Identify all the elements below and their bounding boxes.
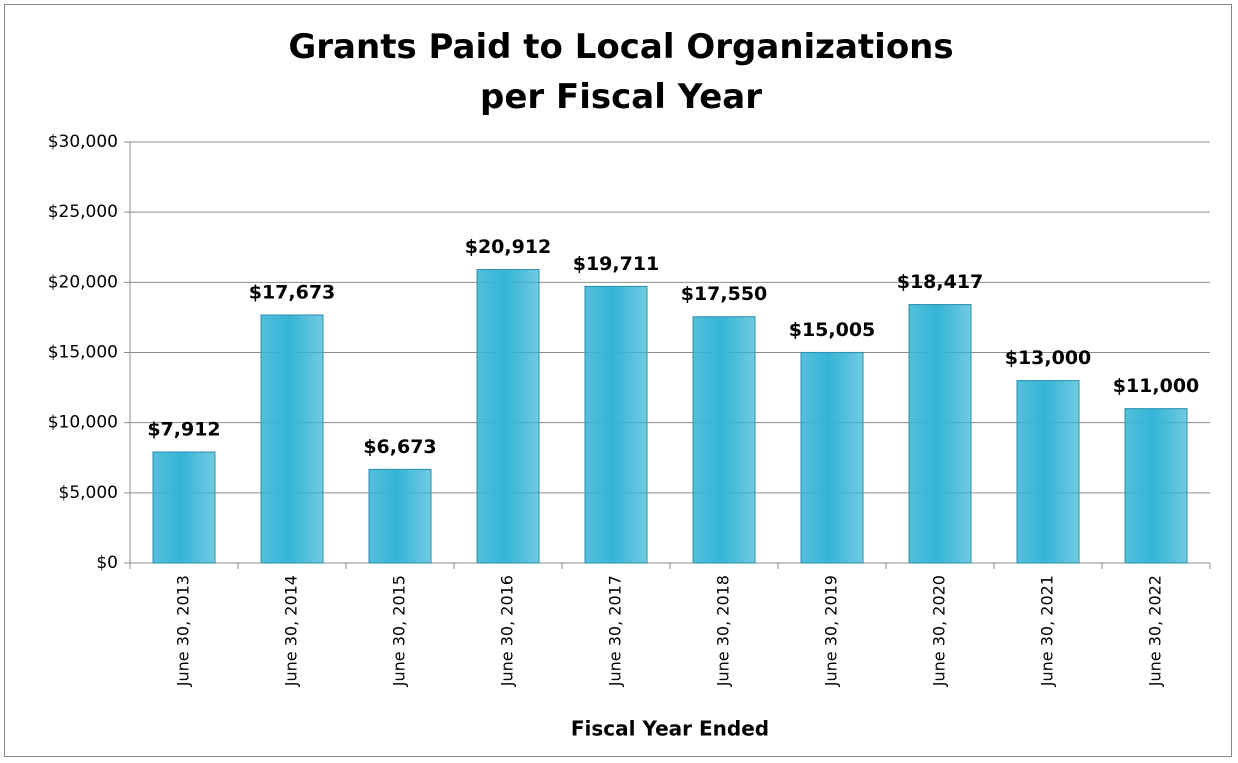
x-tick-label: June 30, 2020 bbox=[930, 575, 949, 687]
x-tick-label: June 30, 2017 bbox=[606, 575, 625, 687]
y-tick-label: $10,000 bbox=[48, 413, 118, 433]
x-tick-label: June 30, 2019 bbox=[822, 575, 841, 687]
x-axis-label: Fiscal Year Ended bbox=[571, 717, 769, 741]
data-label: $19,711 bbox=[573, 253, 660, 275]
bar bbox=[1124, 408, 1188, 564]
y-tick-label: $20,000 bbox=[48, 272, 118, 292]
chart-frame bbox=[4, 4, 1232, 757]
y-tick-label: $25,000 bbox=[48, 202, 118, 222]
x-tick-label: June 30, 2016 bbox=[498, 575, 517, 687]
y-tick-label: $0 bbox=[96, 553, 118, 573]
x-tick-label: June 30, 2013 bbox=[174, 575, 193, 687]
data-label: $7,912 bbox=[147, 418, 220, 440]
bar bbox=[1016, 380, 1080, 564]
x-tick-label: June 30, 2022 bbox=[1146, 575, 1165, 687]
y-tick-label: $5,000 bbox=[59, 483, 118, 503]
data-label: $18,417 bbox=[897, 271, 984, 293]
bar bbox=[692, 316, 756, 564]
bar bbox=[476, 269, 540, 564]
x-tick-label: June 30, 2015 bbox=[390, 575, 409, 687]
bar bbox=[260, 314, 324, 564]
bar bbox=[152, 451, 216, 564]
data-label: $17,550 bbox=[681, 283, 768, 305]
x-tick-label: June 30, 2014 bbox=[282, 575, 301, 687]
data-label: $20,912 bbox=[465, 236, 552, 258]
bar bbox=[800, 351, 864, 564]
bar bbox=[584, 285, 648, 564]
chart-title: Grants Paid to Local Organizations per F… bbox=[288, 27, 954, 117]
x-tick-label: June 30, 2021 bbox=[1038, 575, 1057, 687]
data-label: $15,005 bbox=[789, 319, 876, 341]
data-label: $13,000 bbox=[1005, 347, 1092, 369]
data-label: $6,673 bbox=[363, 436, 436, 458]
bar bbox=[368, 468, 432, 564]
data-label: $17,673 bbox=[249, 281, 336, 303]
bar bbox=[908, 304, 972, 564]
y-tick-label: $15,000 bbox=[48, 343, 118, 363]
data-label: $11,000 bbox=[1113, 375, 1200, 397]
y-tick-label: $30,000 bbox=[48, 132, 118, 152]
x-tick-label: June 30, 2018 bbox=[714, 575, 733, 687]
